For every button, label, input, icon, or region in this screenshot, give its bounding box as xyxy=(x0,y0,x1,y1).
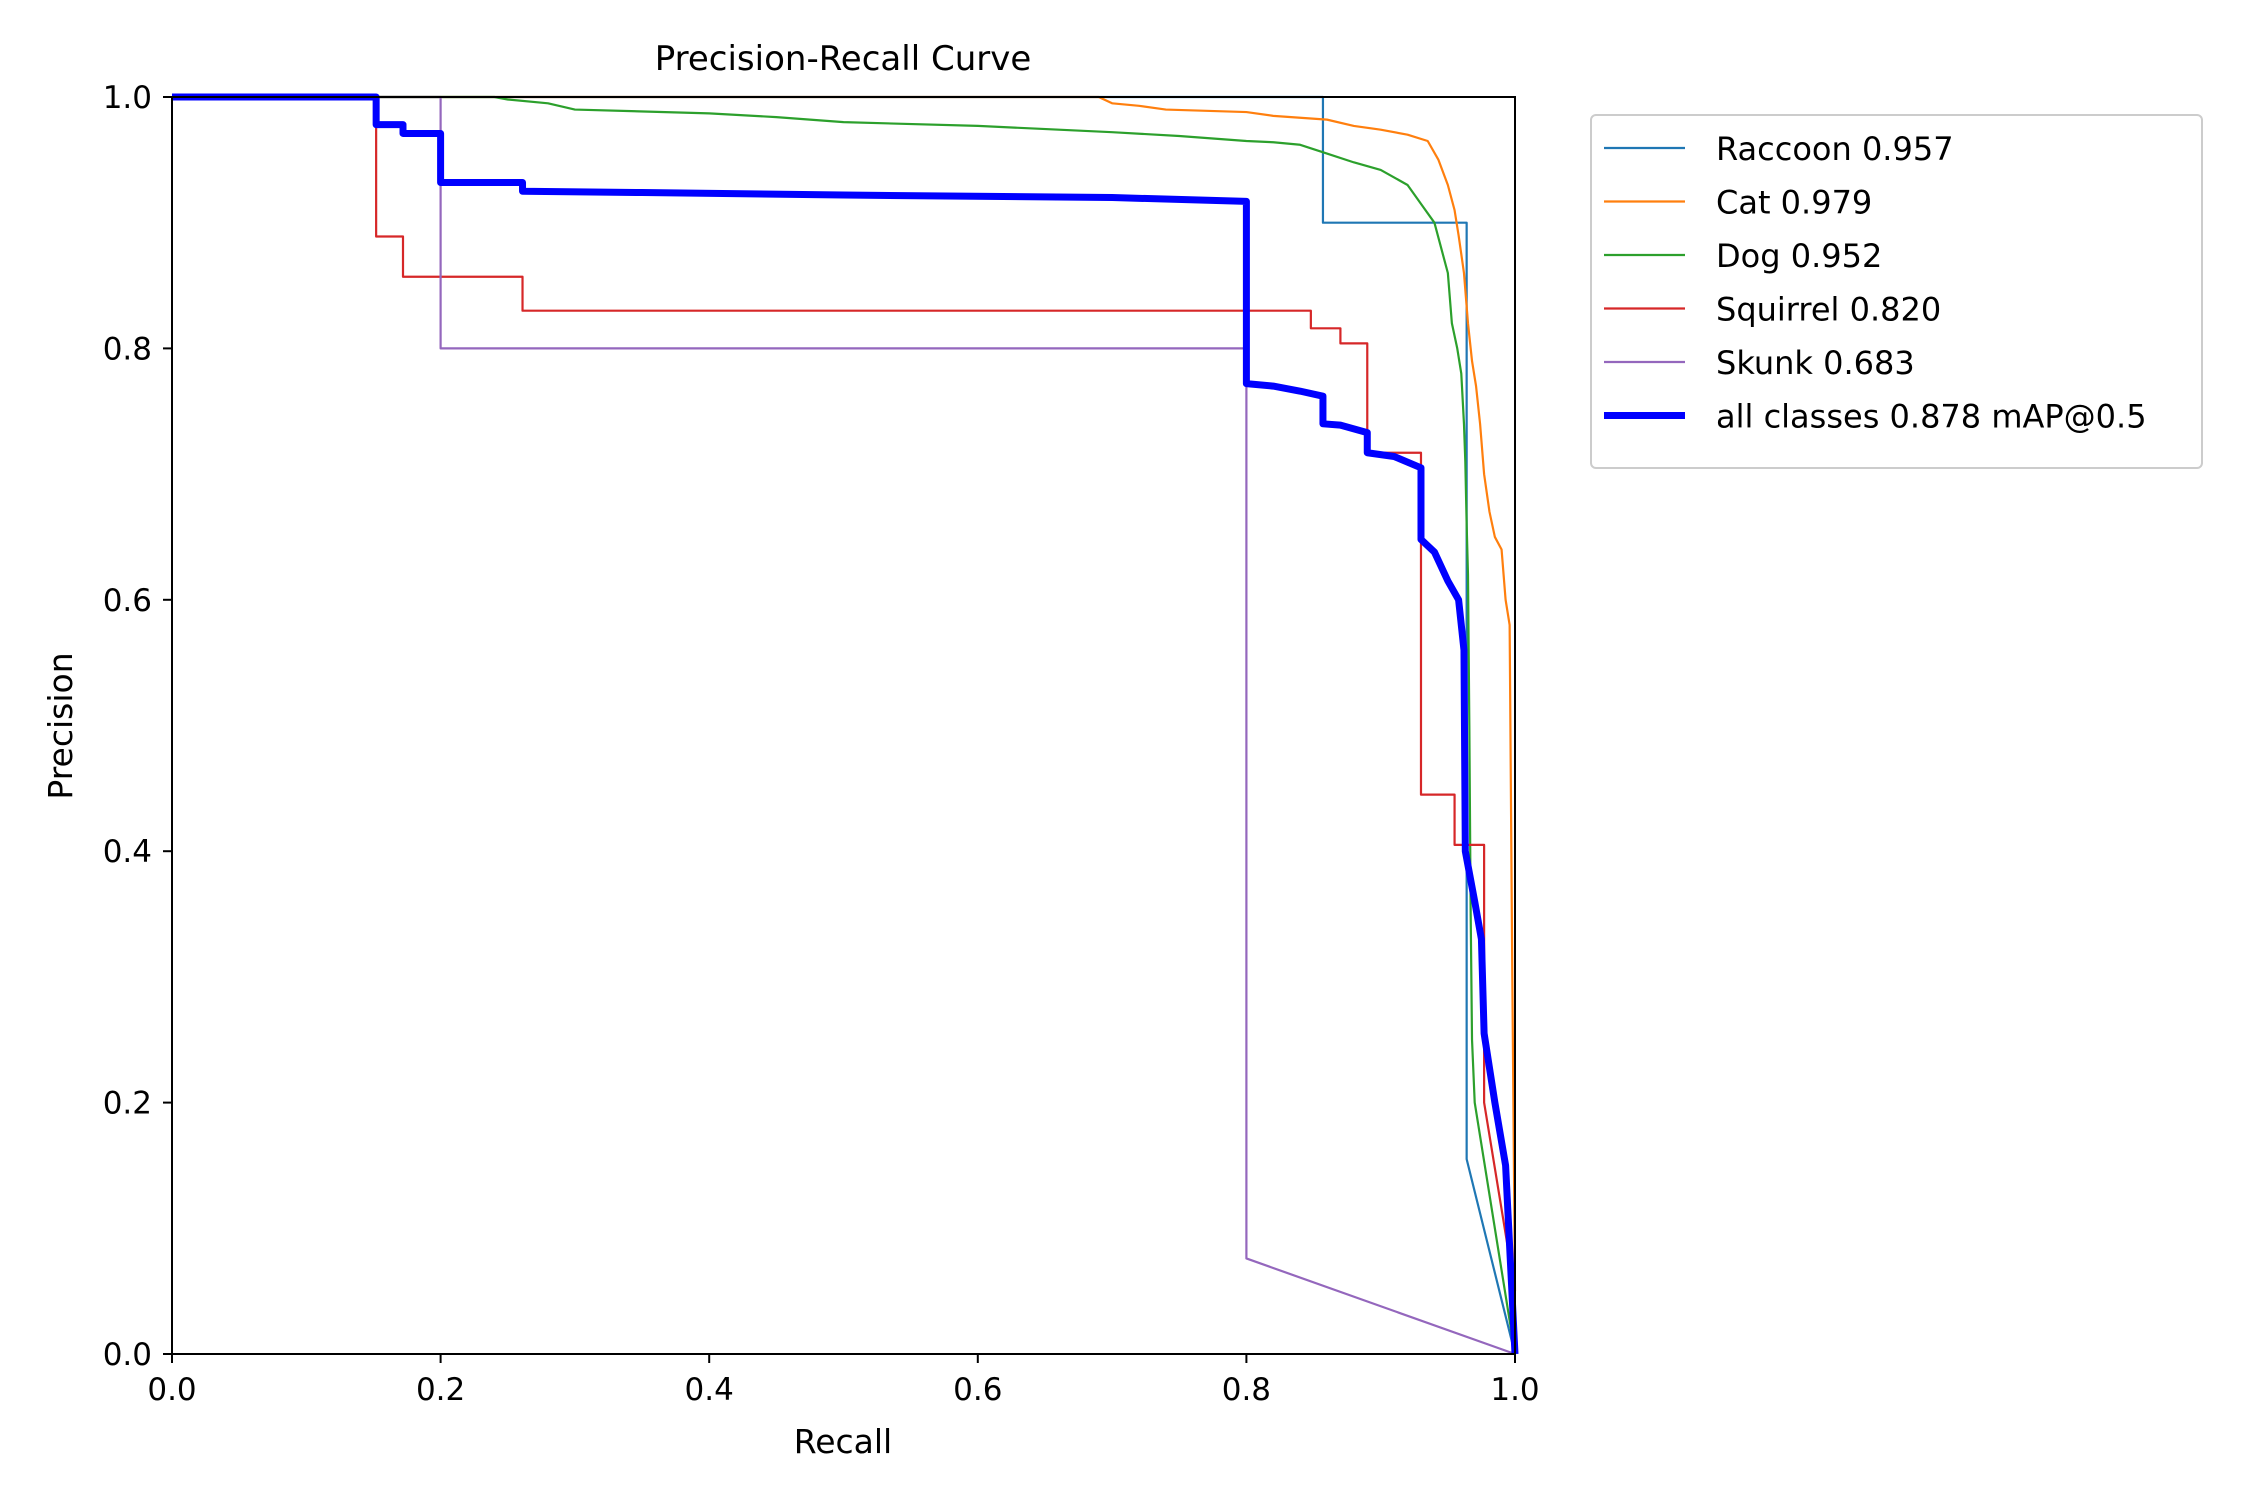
legend-label-0: Raccoon 0.957 xyxy=(1716,130,1954,168)
series-line-3 xyxy=(172,95,1517,1292)
y-axis-label: Precision xyxy=(41,652,80,799)
y-tick-label-5: 1.0 xyxy=(103,80,152,116)
y-tick-label-0: 0.0 xyxy=(103,1337,152,1373)
x-tick-label-2: 0.4 xyxy=(685,1372,734,1408)
y-tick-label-3: 0.6 xyxy=(103,583,152,619)
legend-label-3: Squirrel 0.820 xyxy=(1716,291,1941,329)
series-line-5 xyxy=(172,93,1519,1355)
chart-title: Precision-Recall Curve xyxy=(655,39,1032,79)
series-lines xyxy=(172,93,1519,1356)
x-tick-label-4: 0.8 xyxy=(1222,1372,1271,1408)
axis-ticks: 0.0 0.2 0.4 0.6 0.8 1.0 0.0 0.2 0.4 0.6 0.8 1.0 xyxy=(103,80,1540,1408)
series-line-2 xyxy=(172,95,1517,1355)
plot-frame xyxy=(171,96,1516,1355)
legend-box xyxy=(1590,114,2203,469)
y-tick-label-1: 0.2 xyxy=(103,1086,152,1122)
y-tick-label-2: 0.4 xyxy=(103,834,152,870)
legend: Raccoon 0.957 Cat 0.979 Dog 0.952 Squirrel … xyxy=(1590,114,2203,469)
x-tick-label-3: 0.6 xyxy=(953,1372,1002,1408)
legend-label-5: all classes 0.878 mAP@0.5 xyxy=(1716,398,2147,436)
series-line-4 xyxy=(172,95,1516,1356)
legend-label-1: Cat 0.979 xyxy=(1716,184,1872,222)
legend-label-2: Dog 0.952 xyxy=(1716,237,1882,275)
series-line-0 xyxy=(172,95,1517,1355)
x-axis-label: Recall xyxy=(794,1422,892,1461)
series-line-1 xyxy=(172,95,1517,1292)
x-tick-label-5: 1.0 xyxy=(1490,1372,1539,1408)
legend-label-4: Skunk 0.683 xyxy=(1716,344,1915,382)
x-tick-label-0: 0.0 xyxy=(147,1372,196,1408)
x-tick-label-1: 0.2 xyxy=(416,1372,465,1408)
y-tick-label-4: 0.8 xyxy=(103,331,152,367)
